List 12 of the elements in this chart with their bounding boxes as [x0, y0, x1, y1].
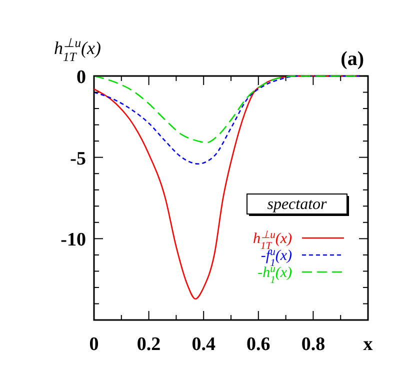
y-tick-label: -5	[70, 148, 86, 170]
x-tick-label: 0.6	[246, 334, 270, 355]
x-tick-label: 0	[89, 334, 99, 355]
x-tick-label: 0.2	[136, 334, 161, 355]
y-axis-title: h$_{1T}$$^{⊥u}$(x)	[54, 36, 101, 64]
y-tick-label: -10	[60, 230, 86, 251]
x-tick-label: 0.4	[192, 334, 216, 355]
text: (a)	[340, 48, 364, 70]
x-axis-title: x	[363, 334, 374, 355]
legend-title: spectator	[267, 196, 328, 213]
x-tick-label: 0.8	[301, 334, 326, 355]
y-tick-label: 0	[76, 67, 86, 88]
